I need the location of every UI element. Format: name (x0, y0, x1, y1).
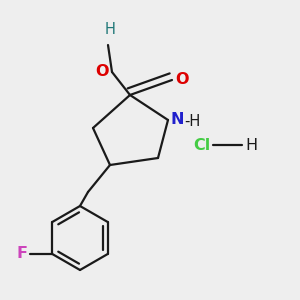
Text: O: O (95, 64, 109, 80)
Text: F: F (16, 247, 27, 262)
Text: -H: -H (184, 113, 200, 128)
Text: H: H (245, 137, 257, 152)
Text: H: H (105, 22, 116, 37)
Text: Cl: Cl (193, 137, 210, 152)
Text: O: O (175, 73, 188, 88)
Text: N: N (171, 112, 184, 128)
